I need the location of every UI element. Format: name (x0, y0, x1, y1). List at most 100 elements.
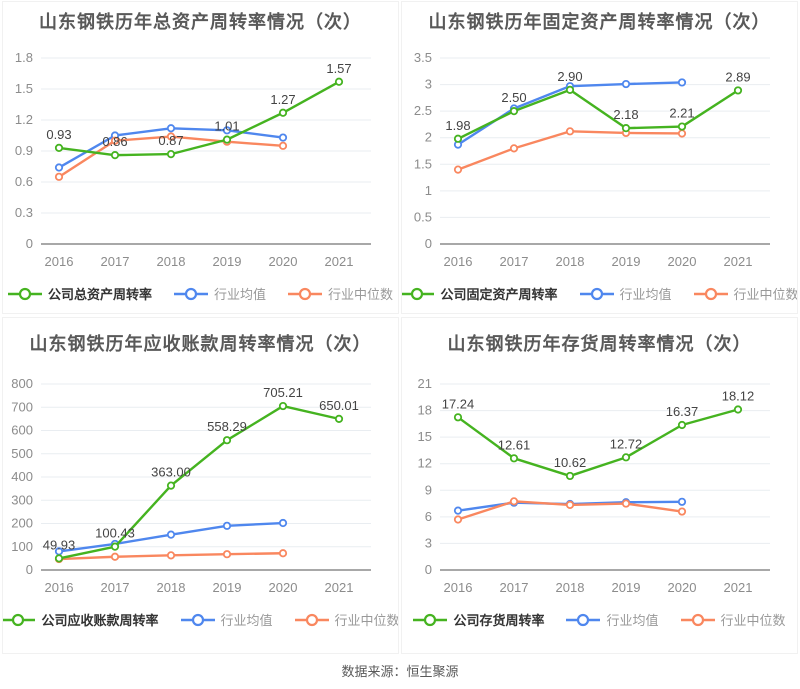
data-point-industry_median (509, 497, 519, 506)
legend-marker-icon (173, 287, 208, 300)
y-tick-label: 15 (418, 429, 432, 444)
legend-circle (184, 287, 198, 300)
value-label: 0.86 (102, 134, 127, 149)
data-point-company (509, 107, 519, 116)
data-point-company (453, 413, 463, 422)
legend-item-industry_mean: 行业均值 (180, 610, 273, 629)
data-point-industry_median (453, 165, 463, 174)
legend-circle (691, 613, 704, 626)
data-point-industry_median (677, 507, 687, 516)
value-label: 2.90 (557, 69, 582, 84)
y-tick-label: 0 (425, 562, 432, 577)
y-tick-label: 0.3 (15, 205, 33, 220)
line-chart-canvas: 0 3 6 9 12 15 18 21 2016 2017 2018 2019 2020 2021 17.2… (418, 376, 770, 595)
y-tick-label: 1.5 (414, 156, 432, 171)
y-tick-label: 6 (425, 509, 432, 524)
data-point-company (733, 86, 743, 95)
x-tick-label: 2019 (612, 254, 641, 269)
x-tick-label: 2017 (500, 254, 529, 269)
x-tick-label: 2018 (157, 254, 186, 269)
legend-label: 公司存货周转率 (453, 613, 545, 628)
legend-label: 行业中位数 (334, 613, 399, 628)
y-tick-label: 9 (425, 482, 432, 497)
value-label: 363.00 (151, 465, 191, 480)
data-point-industry_median (509, 144, 519, 153)
legend-label: 行业均值 (220, 613, 273, 628)
legend-circle (12, 613, 25, 626)
y-tick-label: 18 (418, 403, 432, 418)
data-point-industry_mean (621, 79, 631, 89)
legend-circle (305, 613, 318, 626)
chart-title: 山东钢铁历年固定资产周转率情况（次） (428, 12, 771, 32)
y-tick-label: 1.2 (15, 112, 33, 127)
legend-label: 行业中位数 (733, 287, 798, 302)
x-tick-label: 2021 (724, 580, 753, 595)
value-label: 650.01 (319, 398, 359, 413)
data-point-company (54, 143, 64, 153)
legend-marker-icon (294, 613, 329, 626)
series-line-company (457, 408, 739, 478)
legend-item-industry_median: 行业中位数 (680, 610, 786, 629)
legend-circle (704, 287, 717, 300)
legend-item-industry_median: 行业中位数 (693, 284, 798, 303)
value-label: 10.62 (554, 455, 587, 470)
y-tick-label: 3 (425, 77, 432, 92)
data-point-company (453, 134, 463, 143)
y-tick-label: 0.5 (414, 209, 432, 224)
legend-marker-icon (579, 287, 614, 300)
x-tick-label: 2017 (101, 254, 130, 269)
x-tick-label: 2019 (213, 580, 242, 595)
legend-marker-icon (566, 613, 601, 626)
legend-item-company: 公司固定资产周转率 (402, 284, 558, 303)
y-tick-label: 200 (11, 516, 33, 531)
value-label: 100.43 (95, 526, 135, 541)
value-label: 1.98 (445, 118, 470, 133)
y-tick-label: 2.5 (414, 103, 432, 118)
chart-legend: 公司总资产周转率 行业均值 行业中位数 (3, 284, 398, 303)
data-point-industry_median (621, 499, 631, 508)
data-point-industry_median (453, 515, 463, 524)
value-label: 16.37 (666, 404, 699, 419)
data-point-industry_mean (453, 506, 463, 515)
data-point-company (110, 151, 120, 160)
legend-item-industry_mean: 行业均值 (173, 284, 266, 303)
data-point-industry_median (677, 129, 687, 138)
x-tick-label: 2017 (101, 580, 130, 595)
line-chart-canvas: 0 0.5 1 1.5 2 2.5 3 3.5 2016 2017 2018 2019 2020 2021… (414, 50, 770, 269)
legend-marker-icon (180, 613, 215, 626)
data-point-industry_mean (677, 78, 687, 87)
data-point-industry_median (278, 549, 288, 558)
x-tick-label: 2017 (500, 580, 529, 595)
value-label: 49.93 (43, 537, 76, 552)
data-point-company (54, 554, 64, 563)
x-tick-label: 2016 (45, 580, 74, 595)
x-tick-label: 2020 (668, 254, 697, 269)
receivables-turnover-chart-panel: 山东钢铁历年应收账款周转率情况（次） 0 100 200 300 400 500 600 70… (2, 317, 399, 654)
data-point-industry_mean (278, 133, 288, 142)
y-tick-label: 0 (425, 236, 432, 251)
x-tick-label: 2020 (269, 580, 298, 595)
legend-circle (191, 613, 204, 626)
value-label: 12.61 (498, 437, 531, 452)
data-point-industry_mean (166, 124, 176, 133)
legend-marker-icon (7, 287, 42, 300)
y-tick-label: 0 (26, 236, 33, 251)
x-tick-label: 2018 (157, 580, 186, 595)
x-tick-label: 2019 (612, 580, 641, 595)
x-tick-label: 2016 (444, 580, 473, 595)
value-label: 558.29 (207, 419, 247, 434)
total-asset-turnover-chart-panel: 山东钢铁历年总资产周转率情况（次） 0 0.3 0.6 0.9 1.2 1.5 1.8 201… (2, 1, 399, 314)
data-point-company (166, 481, 176, 490)
data-point-company (565, 471, 575, 481)
chart-legend: 公司存货周转率 行业均值 行业中位数 (402, 610, 797, 629)
inventory-turnover-chart-panel: 山东钢铁历年存货周转率情况（次） 0 3 6 9 12 15 18 21 2016 2017 201… (401, 317, 798, 654)
legend-circle (298, 287, 312, 300)
value-label: 2.50 (501, 90, 526, 105)
y-tick-label: 800 (11, 376, 33, 391)
value-label: 18.12 (722, 389, 755, 404)
legend-item-company: 公司应收账款周转率 (3, 610, 159, 629)
data-source-note: 数据来源：恒生聚源 (341, 664, 459, 679)
data-point-company (334, 77, 344, 86)
legend-label: 行业均值 (606, 613, 659, 628)
legend-item-company: 公司存货周转率 (413, 610, 544, 629)
